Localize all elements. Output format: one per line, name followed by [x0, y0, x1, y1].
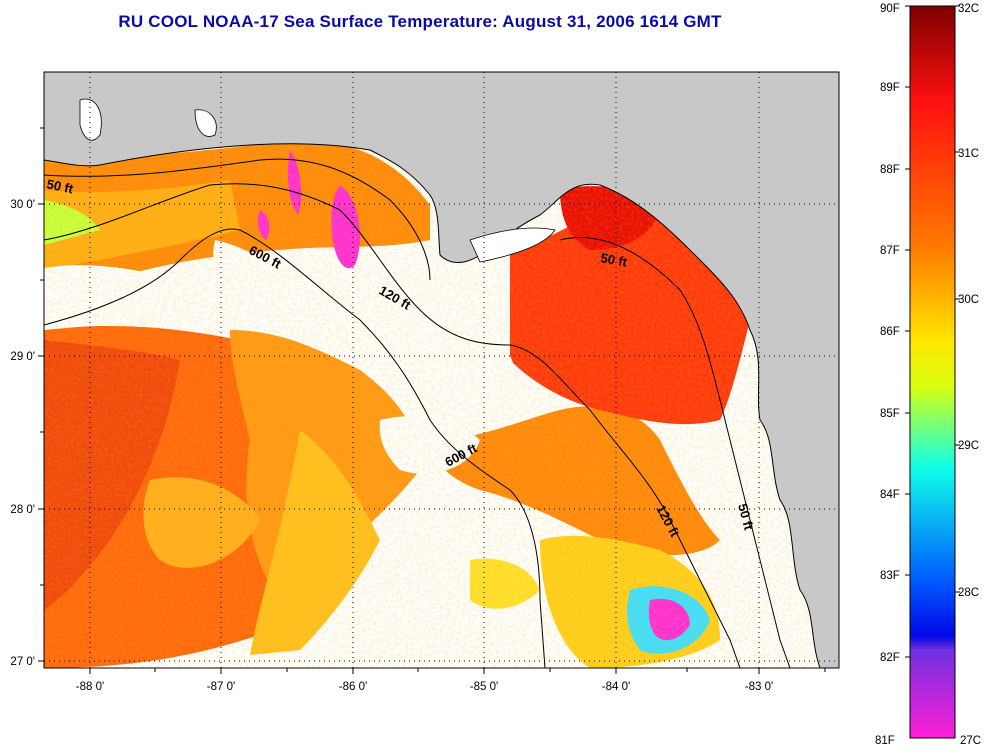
isobath-50ft-west — [44, 158, 431, 281]
colorbar-c-label: 27C — [960, 735, 981, 747]
colorbar-c-label: 32C — [958, 3, 979, 15]
lat-label: 30 0' — [10, 199, 35, 211]
colorbar-f-label: 85F — [880, 408, 900, 420]
lon-label: -87 0' — [207, 681, 235, 693]
lon-label: -88 0' — [76, 681, 104, 693]
tick-marks — [38, 127, 826, 674]
colorbar-f-label: 86F — [880, 326, 900, 338]
colorbar-f-label: 84F — [880, 489, 900, 501]
map-frame — [43, 71, 840, 669]
colorbar-c-label: 30C — [958, 294, 979, 306]
bay-inlet — [194, 109, 217, 137]
colorbar-f-label: 87F — [880, 245, 900, 257]
lon-label: -84 0' — [602, 681, 630, 693]
lon-label: -83 0' — [745, 681, 773, 693]
colorbar-c-label: 29C — [958, 440, 979, 452]
colorbar-f-label: 90F — [880, 3, 900, 15]
isobath-50ft-east — [559, 236, 791, 668]
bay-inlet — [79, 98, 102, 141]
lat-label: 28 0' — [10, 504, 35, 516]
colorbar — [909, 5, 956, 739]
colorbar-f-label: 82F — [880, 652, 900, 664]
sst-patches — [44, 72, 839, 668]
lon-label: -85 0' — [470, 681, 498, 693]
map-title: RU COOL NOAA-17 Sea Surface Temperature:… — [118, 12, 722, 31]
isobath-label-50ft: 50 ft — [599, 250, 629, 270]
bay-inlet — [469, 227, 556, 263]
isobath-600ft — [44, 228, 546, 668]
lat-label: 29 0' — [10, 351, 35, 363]
lon-label: -86 0' — [339, 681, 367, 693]
colorbar-ticks — [905, 5, 960, 658]
isobath-120ft — [44, 183, 741, 668]
map-plot-area: 50 ft 600 ft 120 ft 50 ft 600 ft 120 ft … — [44, 72, 839, 668]
isobath-lines — [44, 158, 791, 668]
isobath-label-50ft: 50 ft — [735, 502, 757, 532]
colorbar-f-label: 88F — [880, 164, 900, 176]
isobath-label-50ft: 50 ft — [45, 176, 75, 196]
land-panhandle — [44, 72, 839, 668]
colorbar-c-label: 28C — [958, 587, 979, 599]
colorbar-f-label: 89F — [880, 82, 900, 94]
colorbar-f-label: 83F — [880, 570, 900, 582]
colorbar-c-label: 31C — [958, 148, 979, 160]
colorbar-f-label: 81F — [875, 735, 895, 747]
lat-label: 27 0' — [10, 656, 35, 668]
